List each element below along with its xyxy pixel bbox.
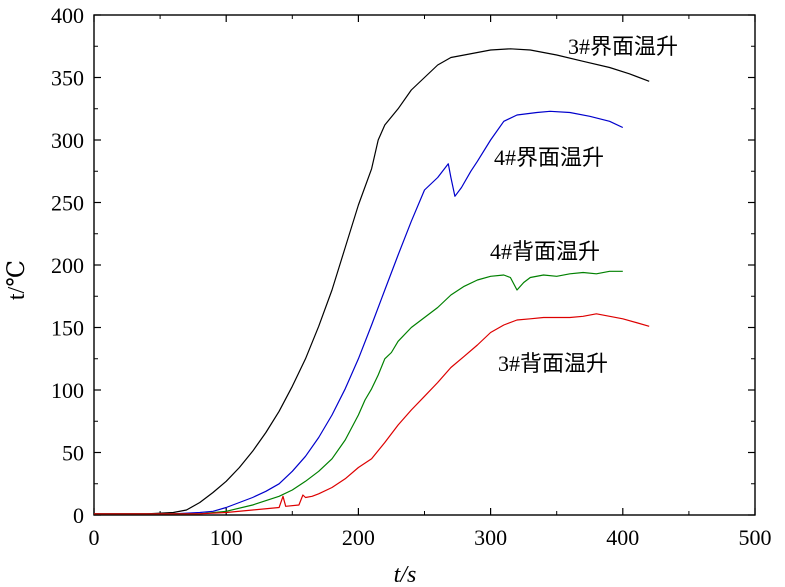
y-tick-label: 250	[51, 191, 84, 216]
series-label-4-back: 4#背面温升	[490, 239, 600, 264]
series-label-3-back: 3#背面温升	[498, 351, 608, 376]
series-line-0	[94, 48, 650, 515]
x-tick-label: 300	[474, 525, 507, 550]
series-line-2	[94, 270, 623, 515]
series-line-3	[94, 313, 650, 515]
x-axis-label: t/s	[394, 562, 417, 587]
y-tick-label: 0	[73, 503, 84, 528]
series-lines	[94, 48, 650, 515]
y-tick-label: 100	[51, 378, 84, 403]
series-label-4-interface: 4#界面温升	[494, 145, 604, 170]
x-tick-label: 0	[89, 525, 100, 550]
axis-ticks: 0 100 200 300 400 500 0 50 100 150 200 250 300 350 400	[51, 3, 772, 550]
y-axis-label: t/℃	[4, 260, 30, 300]
x-tick-label: 400	[606, 525, 639, 550]
y-tick-label: 50	[62, 441, 84, 466]
y-tick-label: 300	[51, 128, 84, 153]
x-tick-label: 500	[739, 525, 772, 550]
series-labels: 3#界面温升 4#界面温升 4#背面温升 3#背面温升	[490, 34, 678, 376]
series-label-3-interface: 3#界面温升	[568, 34, 678, 59]
series-line-1	[94, 110, 624, 515]
plot-frame	[93, 14, 756, 516]
x-tick-label: 100	[210, 525, 243, 550]
y-tick-label: 400	[51, 3, 84, 28]
x-tick-label: 200	[342, 525, 375, 550]
y-tick-label: 350	[51, 66, 84, 91]
y-tick-label: 150	[51, 316, 84, 341]
y-tick-label: 200	[51, 253, 84, 278]
